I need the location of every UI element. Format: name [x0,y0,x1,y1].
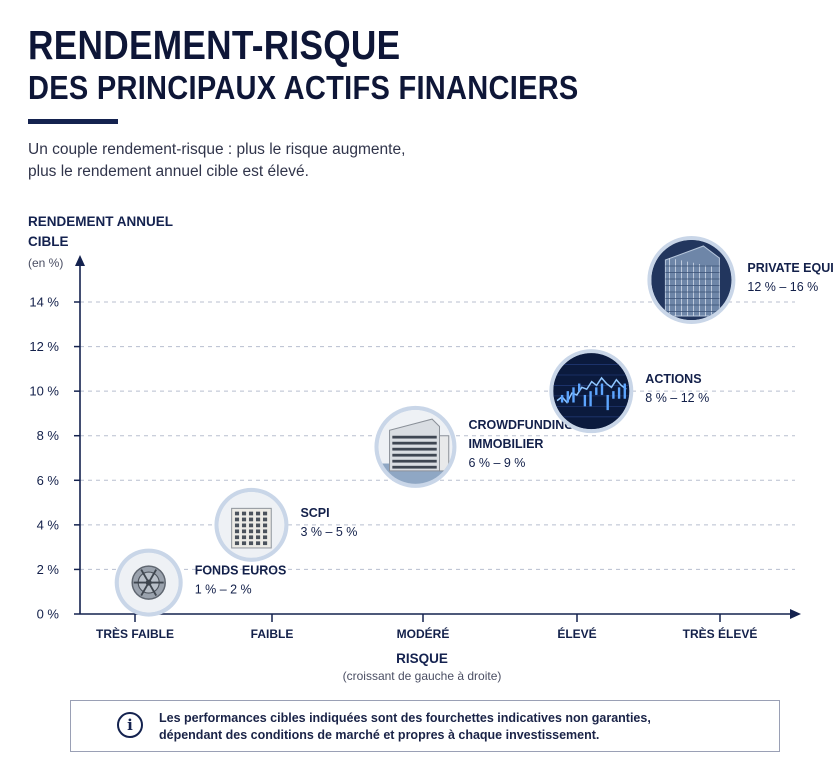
data-point-name: FONDS EUROS [195,564,287,578]
data-point-range: 6 % – 9 % [468,456,525,470]
y-tick-label: 8 % [37,428,60,443]
y-tick-label: 10 % [29,384,59,399]
data-point-1 [114,548,183,617]
data-point-name: IMMOBILIER [468,437,543,451]
data-point-name: PRIVATE EQUITY [747,261,833,275]
y-axis-label-line2: CIBLE [28,234,69,249]
x-tick-label: MODÉRÉ [397,626,450,641]
data-point-5 [647,236,736,324]
y-tick-label: 6 % [37,473,60,488]
data-point-range: 12 % – 16 % [747,280,818,294]
page-title-line2: DES PRINCIPAUX ACTIFS FINANCIERS [28,69,579,106]
data-point-3 [374,405,457,488]
disclaimer-line2: dépendant des conditions de marché et pr… [159,728,600,742]
x-tick-label: TRÈS FAIBLE [96,626,174,641]
subtitle-line1: Un couple rendement-risque : plus le ris… [28,141,406,158]
building-icon [218,491,285,558]
y-tick-label: 0 % [37,607,60,622]
data-point-name: SCPI [300,506,329,520]
office-building-icon [378,409,453,484]
data-point-name: ACTIONS [645,372,701,386]
axes [75,255,801,619]
y-axis-unit: (en %) [28,256,63,270]
disclaimer-line1: Les performances cibles indiquées sont d… [159,711,651,725]
y-tick-label: 4 % [37,517,60,532]
y-axis-label-line1: RENDEMENT ANNUEL [28,214,173,229]
y-tick-label: 12 % [29,339,59,354]
y-tick-label: 14 % [29,295,59,310]
data-point-range: 3 % – 5 % [300,525,357,539]
vault-icon [118,552,179,613]
y-axis-arrow [75,255,85,266]
x-tick-label: ÉLEVÉ [557,626,596,641]
x-axis-label: RISQUE [396,651,448,666]
disclaimer-box: i Les performances cibles indiquées sont… [70,700,780,752]
data-point-range: 8 % – 12 % [645,391,709,405]
y-tick-labels: 0 % 2 % 4 % 6 % 8 % 10 % 12 % 14 % [29,295,59,622]
skyscraper-icon [651,240,732,320]
info-icon: i [117,712,143,738]
data-point-range: 1 % – 2 % [195,583,252,597]
y-tick-label: 2 % [37,562,60,577]
subtitle-line2: plus le rendement annuel cible est élevé… [28,163,309,180]
data-point-4 [549,349,634,434]
x-tick-labels: TRÈS FAIBLE FAIBLE MODÉRÉ ÉLEVÉ TRÈS ÉLEVÉ [96,614,757,641]
subtitle: Un couple rendement-risque : plus le ris… [28,139,405,183]
x-tick-label: FAIBLE [251,627,294,641]
x-axis-arrow [790,609,801,619]
page-title: RENDEMENT-RISQUE [28,22,401,68]
stock-chart-icon [553,353,630,430]
title-underline [28,119,118,124]
x-axis-sublabel: (croissant de gauche à droite) [343,669,502,683]
x-tick-label: TRÈS ÉLEVÉ [683,626,758,641]
data-point-2 [214,487,289,562]
data-points: FONDS EUROS 1 % – 2 % SCPI 3 % – 5 % CROWDFU… [114,236,833,617]
risk-return-chart: 0 % 2 % 4 % 6 % 8 % 10 % 12 % 14 % TRÈS FAIBLE F… [28,214,833,683]
data-point-name: CROWDFUNDING [468,418,574,432]
disclaimer-text: Les performances cibles indiquées sont d… [159,710,651,744]
